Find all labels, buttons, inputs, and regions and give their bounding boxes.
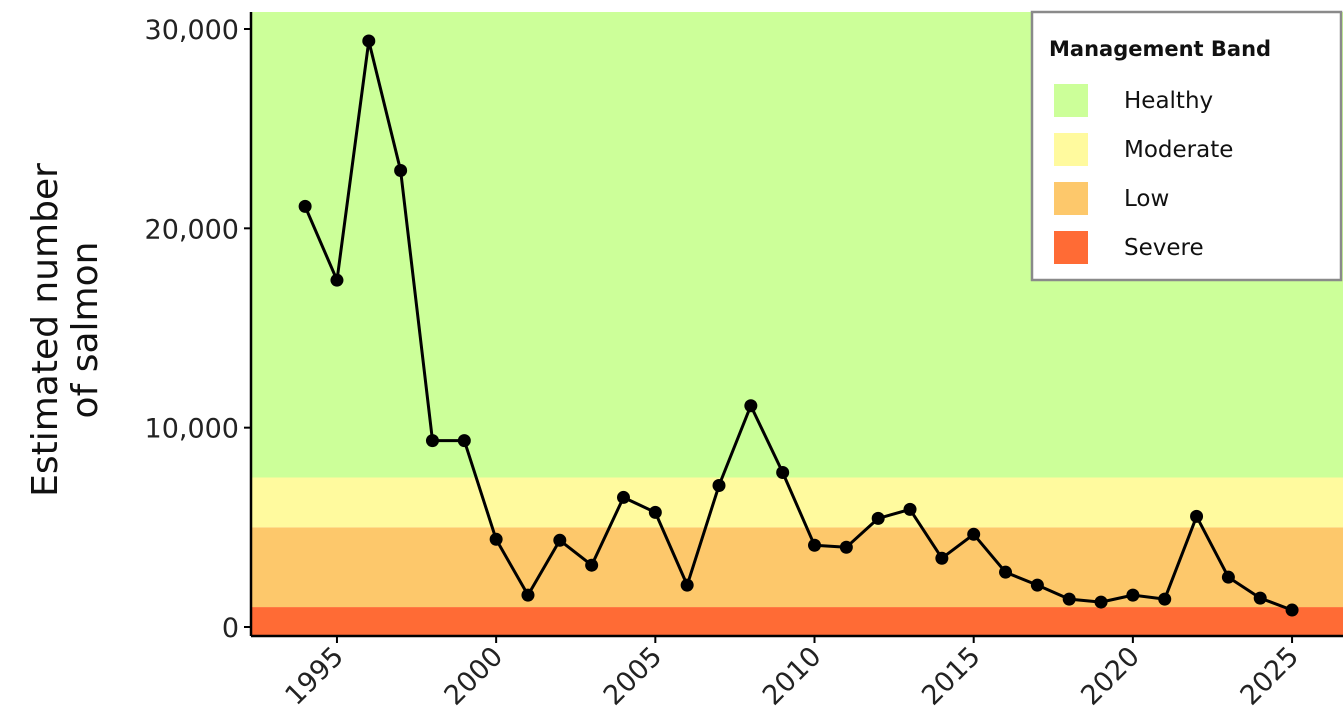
data-point xyxy=(1253,591,1267,605)
y-axis-ticks: 0 10,000 20,000 30,000 xyxy=(145,15,251,644)
legend-label-healthy: Healthy xyxy=(1124,88,1213,114)
y-tick-label: 20,000 xyxy=(145,214,239,245)
data-point xyxy=(1221,570,1235,584)
data-point xyxy=(394,164,408,178)
x-axis-ticks: 1995 2000 2005 2010 2015 2020 2025 xyxy=(279,636,1305,711)
data-point xyxy=(839,540,853,554)
legend-swatch-low xyxy=(1054,182,1088,215)
x-tick-label: 2000 xyxy=(439,641,510,711)
band-severe xyxy=(251,607,1343,636)
y-axis-title-line-2: of salmon xyxy=(65,242,106,419)
data-point xyxy=(1062,592,1076,606)
data-point xyxy=(362,34,376,48)
data-point xyxy=(1190,509,1204,523)
y-tick-label: 30,000 xyxy=(145,15,239,46)
data-point xyxy=(776,466,790,480)
data-point xyxy=(1158,592,1172,606)
legend-swatch-healthy xyxy=(1054,84,1088,117)
band-low xyxy=(251,527,1343,608)
data-point xyxy=(457,434,471,448)
data-point xyxy=(808,538,822,552)
legend-swatch-severe xyxy=(1054,231,1088,264)
data-point xyxy=(330,273,344,287)
data-point xyxy=(1094,595,1108,609)
data-point xyxy=(1126,588,1140,602)
data-point xyxy=(967,527,981,541)
data-point xyxy=(903,502,917,516)
data-point xyxy=(680,578,694,592)
axes xyxy=(249,12,1343,638)
x-tick-label: 2020 xyxy=(1075,641,1146,711)
data-point xyxy=(935,551,949,565)
data-point xyxy=(648,505,662,519)
data-point xyxy=(585,558,599,572)
data-point xyxy=(616,490,630,504)
y-axis-title: Estimated number of salmon xyxy=(25,163,106,497)
data-point xyxy=(1030,578,1044,592)
data-point xyxy=(871,511,885,525)
x-tick-label: 2015 xyxy=(916,641,987,711)
data-point xyxy=(521,588,535,602)
data-point xyxy=(1285,603,1299,617)
legend-label-low: Low xyxy=(1124,186,1169,212)
data-point xyxy=(489,532,503,546)
legend: Management Band Healthy Moderate Low Severe xyxy=(1030,10,1343,282)
legend-swatch-moderate xyxy=(1054,133,1088,166)
y-tick-label: 10,000 xyxy=(145,414,239,445)
x-tick-label: 1995 xyxy=(279,641,350,711)
data-point xyxy=(999,565,1013,579)
data-point xyxy=(425,434,439,448)
series xyxy=(298,34,1299,617)
x-tick-label: 2010 xyxy=(757,641,828,711)
data-point xyxy=(744,399,758,413)
data-point xyxy=(712,478,726,492)
y-tick-label: 0 xyxy=(222,613,239,644)
x-tick-label: 2025 xyxy=(1234,641,1305,711)
y-axis-title-line-1: Estimated number xyxy=(25,163,66,497)
legend-label-moderate: Moderate xyxy=(1124,137,1233,163)
legend-label-severe: Severe xyxy=(1124,235,1204,261)
legend-title: Management Band xyxy=(1049,37,1271,61)
data-point xyxy=(298,199,312,213)
data-point xyxy=(553,533,567,547)
x-tick-label: 2005 xyxy=(598,641,669,711)
